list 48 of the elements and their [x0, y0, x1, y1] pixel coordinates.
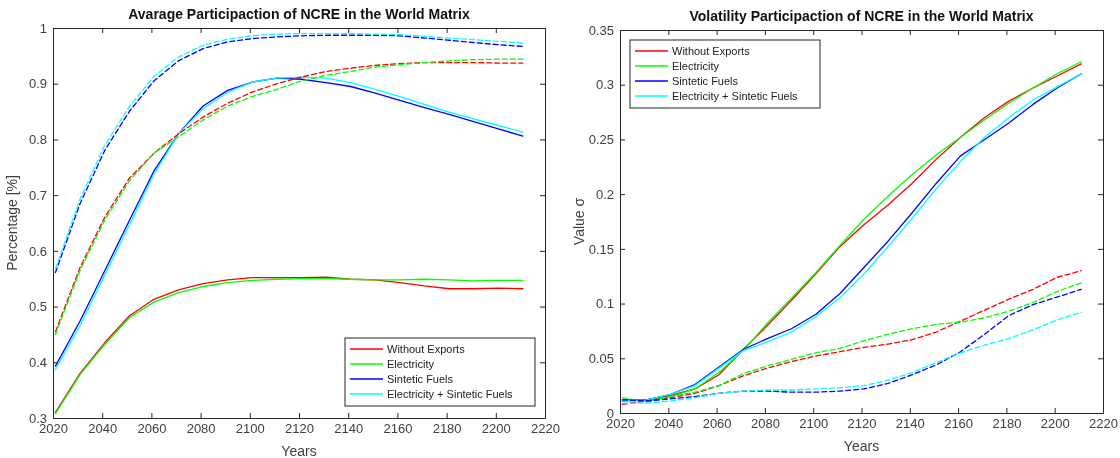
x-tick-label: 2180: [992, 416, 1022, 432]
legend-label: Sintetic Fuels: [672, 75, 739, 87]
y-tick-label: 0.3: [595, 77, 614, 93]
x-tick-label: 2220: [531, 421, 560, 437]
x-tick-label: 2200: [1040, 416, 1070, 432]
x-tick-label: 2100: [799, 416, 829, 432]
x-tick-label: 2180: [432, 421, 462, 437]
y-tick-label: 0.4: [28, 354, 47, 370]
y-tick-label: 0.5: [28, 299, 47, 315]
legend-label: Electricity + Sintetic Fuels: [672, 90, 799, 102]
chart-title: Avarage Participaction of NCRE in the World Matrix: [128, 6, 470, 22]
x-tick-label: 2080: [750, 416, 780, 432]
y-tick-label: 0.35: [588, 22, 614, 38]
y-tick-label: 0.6: [28, 243, 47, 259]
x-tick-label: 2060: [137, 421, 167, 437]
x-tick-label: 2040: [88, 421, 118, 437]
x-tick-label: 2200: [481, 421, 511, 437]
y-tick-label: 0.7: [28, 187, 47, 203]
y-axis-title: Value σ: [571, 197, 587, 246]
x-tick-label: 2120: [847, 416, 877, 432]
y-tick-label: 0.05: [588, 350, 614, 366]
x-tick-label: 2060: [702, 416, 732, 432]
x-tick-label: 2080: [186, 421, 216, 437]
x-tick-label: 2140: [334, 421, 364, 437]
y-tick-label: 0.15: [588, 241, 614, 257]
legend-label: Without Exports: [387, 343, 466, 355]
y-tick-label: 0.2: [595, 186, 614, 202]
y-tick-label: 0.8: [28, 132, 47, 148]
x-tick-label: 2040: [654, 416, 684, 432]
legend-label: Electricity + Sintetic Fuels: [387, 388, 514, 400]
x-tick-label: 2160: [383, 421, 413, 437]
y-tick-label: 0.1: [595, 296, 614, 312]
chart-title: Volatility Participaction of NCRE in the World Matrix: [689, 8, 1034, 24]
legend-label: Without Exports: [672, 45, 751, 57]
x-tick-label: 2220: [1089, 416, 1118, 432]
x-tick-label: 2140: [895, 416, 925, 432]
y-axis-title: Percentage [%]: [4, 175, 20, 271]
x-tick-label: 2100: [235, 421, 265, 437]
legend-label: Sintetic Fuels: [387, 373, 454, 385]
y-tick-label: 0.9: [28, 76, 47, 92]
y-tick-label: 0.25: [588, 132, 614, 148]
y-tick-label: 1: [39, 20, 47, 36]
x-axis-title: Years: [281, 443, 317, 458]
legend-label: Electricity: [387, 358, 435, 370]
x-tick-label: 2160: [944, 416, 974, 432]
x-tick-label: 2120: [285, 421, 314, 437]
legend-label: Electricity: [672, 60, 720, 72]
x-axis-title: Years: [843, 438, 880, 454]
